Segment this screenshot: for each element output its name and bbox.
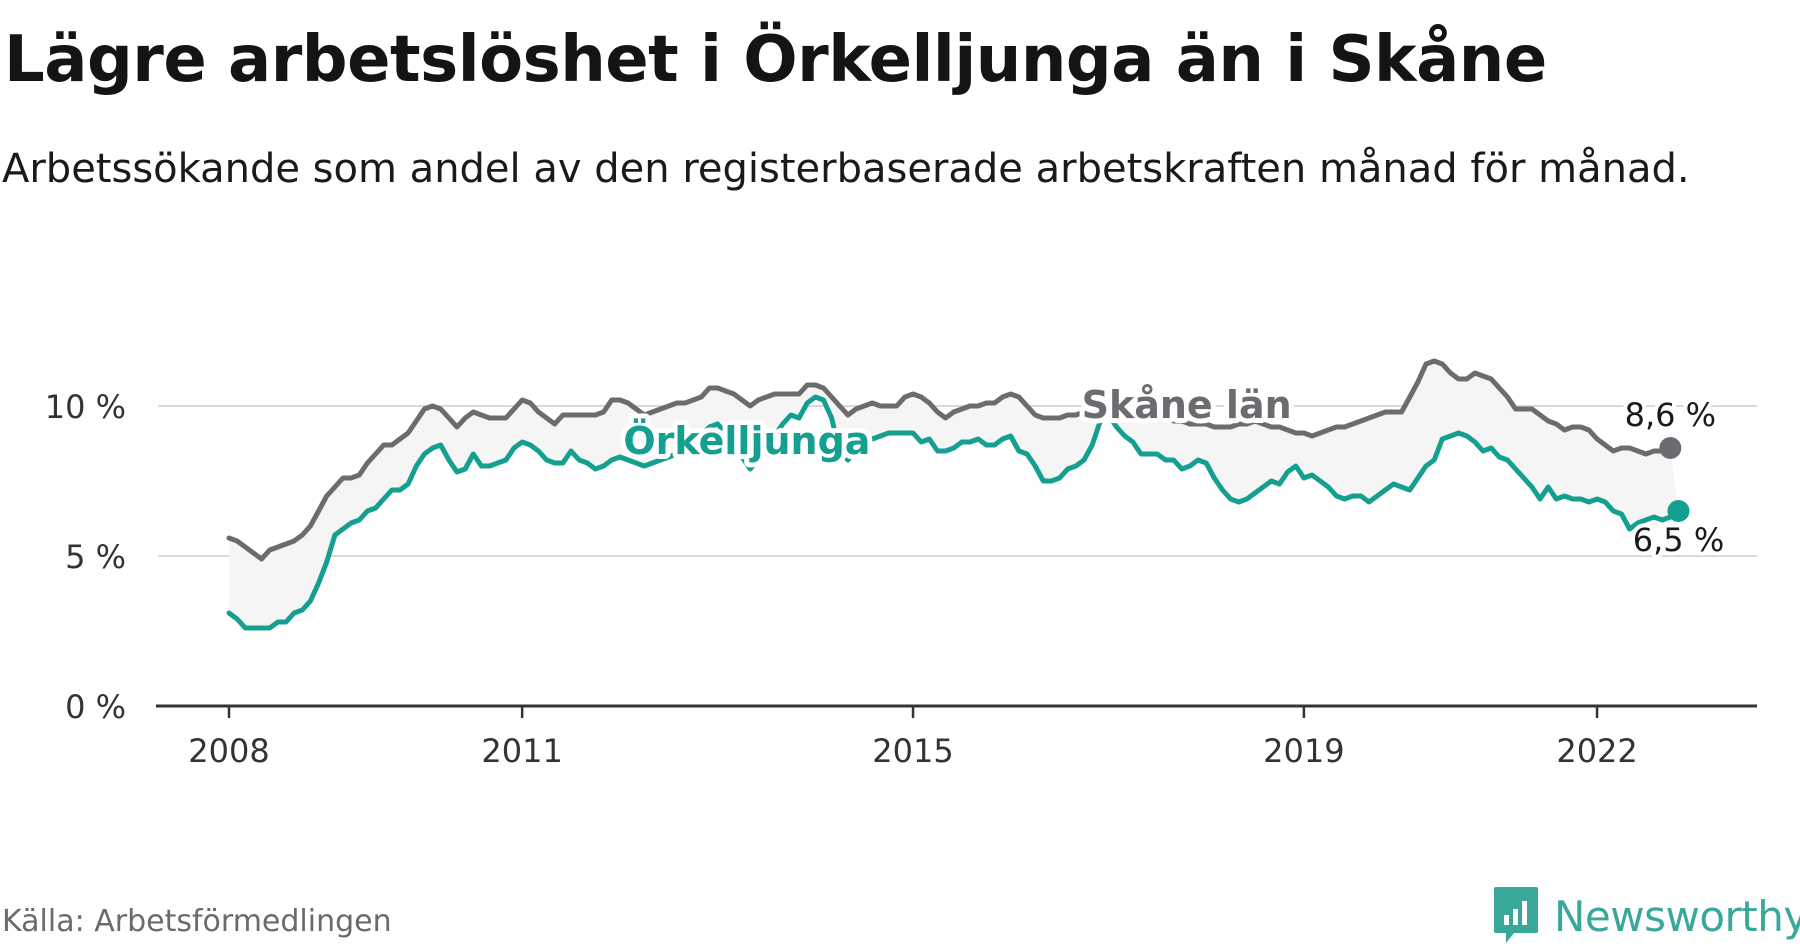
chart-axes: 0 % 5 % 10 % 2008 2011 2015 2019 2022 [45, 388, 1757, 770]
series-line--rkelljunga [226, 394, 1681, 631]
end-value-label: 6,5 % [1633, 521, 1724, 559]
newsworthy-brand[interactable]: Newsworthy [1492, 884, 1800, 948]
end-value-label: 8,6 % [1625, 396, 1716, 434]
x-tick-label: 2011 [481, 732, 562, 770]
chart-series-lines [226, 358, 1690, 631]
y-tick-label: 5 % [65, 538, 126, 576]
series-annotation: Örkelljunga [623, 419, 870, 463]
y-tick-label: 10 % [45, 388, 126, 426]
x-tick-label: 2022 [1556, 732, 1637, 770]
gap-area [229, 361, 1679, 628]
x-tick-label: 2019 [1263, 732, 1344, 770]
y-tick-label: 0 % [65, 688, 126, 726]
x-tick-label: 2008 [188, 732, 269, 770]
chart-labels: 8,6 % 6,5 % Skåne län Örkelljunga [618, 378, 1728, 563]
x-tick-label: 2015 [872, 732, 953, 770]
end-point--rkelljunga [1667, 500, 1690, 522]
series-annotation: Skåne län [1082, 383, 1292, 427]
page-subtitle: Arbetssökande som andel av den registerb… [2, 146, 1690, 192]
end-point-sk-ne-l-n [1659, 437, 1682, 459]
source-note: Källa: Arbetsförmedlingen [2, 904, 392, 939]
chart-gap-area [229, 361, 1679, 628]
series-line-sk-ne-l-n [226, 358, 1673, 562]
brand-name: Newsworthy [1554, 891, 1800, 941]
newsworthy-logo-icon [1494, 887, 1538, 943]
page-title: Lägre arbetslöshet i Örkelljunga än i Sk… [4, 23, 1547, 97]
